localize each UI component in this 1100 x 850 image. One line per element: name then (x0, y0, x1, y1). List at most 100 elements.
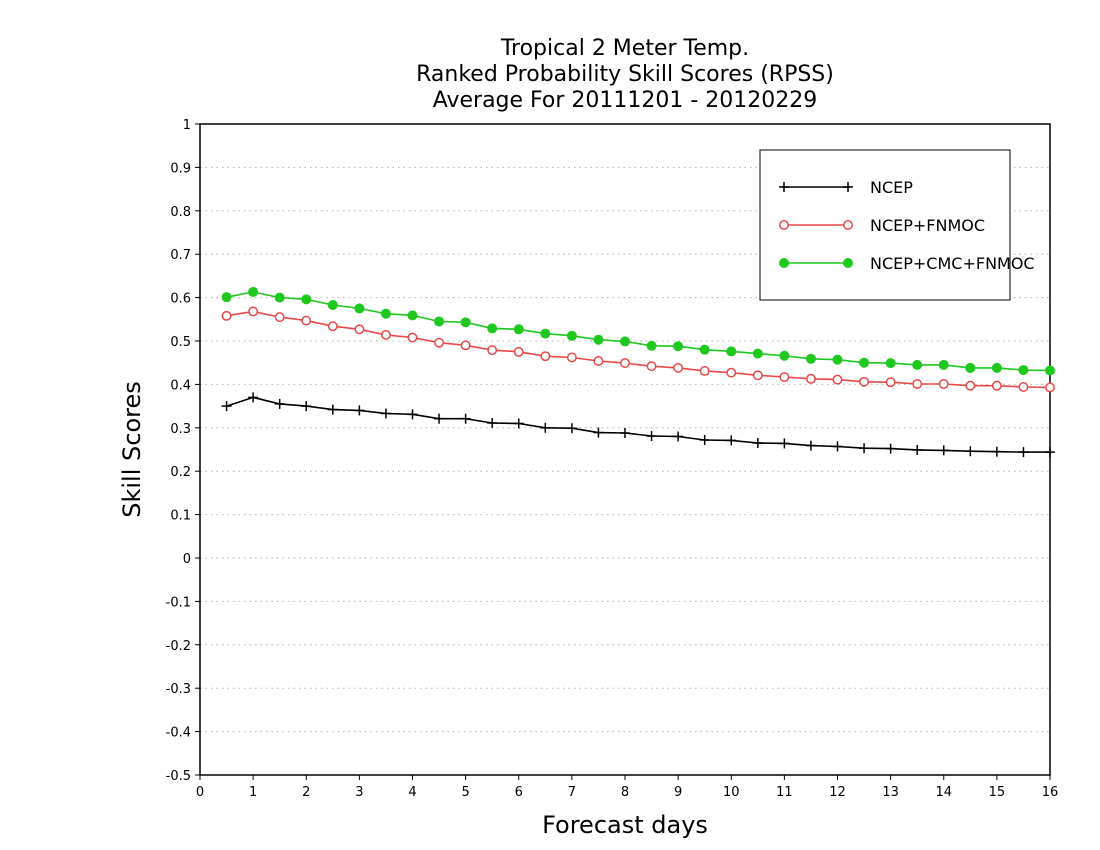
data-point (380, 308, 391, 319)
data-point (912, 444, 923, 455)
series-line (226, 310, 1051, 389)
data-point (965, 380, 976, 391)
data-point (620, 428, 630, 439)
data-point (327, 299, 338, 310)
data-point (646, 340, 657, 351)
legend-marker (843, 182, 853, 192)
data-point (354, 405, 365, 416)
data-point (938, 359, 949, 370)
x-tick-label: 7 (568, 785, 576, 800)
data-point (805, 353, 816, 364)
data-point (593, 427, 604, 438)
data-point (274, 398, 285, 409)
legend-marker (843, 258, 853, 268)
data-point (859, 357, 870, 368)
data-point (699, 365, 710, 376)
data-point (593, 334, 604, 345)
x-tick-label: 11 (776, 785, 793, 800)
legend-entry: NCEP (779, 178, 913, 197)
series-ncep-cmc-fnmoc (221, 286, 1055, 376)
y-tick-label: 0.4 (170, 378, 191, 393)
y-tick-label: 0.2 (170, 465, 191, 480)
data-point (460, 340, 471, 351)
data-point (859, 376, 870, 387)
data-point (805, 373, 816, 384)
data-point (327, 321, 338, 332)
y-tick-label: 0.9 (170, 161, 191, 176)
data-point (487, 345, 498, 356)
x-tick-label: 5 (461, 785, 469, 800)
data-point (726, 367, 737, 378)
y-tick-label: 0.6 (170, 292, 191, 307)
data-point (593, 356, 604, 366)
data-point (487, 418, 498, 429)
y-tick-label: 0.1 (170, 509, 191, 524)
y-axis-label: Skill Scores (118, 381, 146, 518)
legend-label: NCEP+CMC+FNMOC (870, 254, 1035, 273)
data-point (673, 431, 684, 442)
data-point (407, 332, 418, 343)
series-ncep-fnmoc (221, 306, 1055, 393)
data-point (380, 329, 391, 340)
y-tick-label: -0.2 (166, 639, 191, 654)
x-tick-label: 6 (515, 785, 523, 800)
data-point (407, 310, 418, 321)
legend-label: NCEP (870, 178, 913, 197)
data-point (248, 286, 259, 297)
data-point (1045, 447, 1055, 458)
axis-ticks: -0.5 -0.4 -0.3 -0.2 -0.1 0 0.1 0.2 0.3 0.4 0.5 0.6 0… (166, 118, 1059, 800)
data-point (221, 401, 232, 412)
y-tick-label: 0.8 (170, 205, 191, 220)
x-tick-label: 9 (674, 785, 682, 800)
x-tick-label: 1 (249, 785, 257, 800)
data-point (752, 437, 763, 448)
x-tick-label: 14 (935, 785, 952, 800)
data-point (566, 352, 577, 363)
legend-marker (779, 258, 789, 268)
x-tick-label: 12 (829, 785, 846, 800)
data-point (460, 413, 471, 424)
y-tick-label: 0 (183, 552, 191, 567)
data-point (540, 328, 551, 339)
y-tick-label: 0.5 (170, 335, 191, 350)
data-point (726, 435, 737, 446)
data-point (832, 354, 843, 365)
data-point (832, 441, 843, 452)
data-point (513, 418, 524, 429)
data-point (540, 422, 551, 433)
data-point (513, 324, 524, 335)
series-line (226, 291, 1051, 372)
x-tick-label: 4 (408, 785, 416, 800)
data-point (885, 377, 896, 388)
data-point (221, 310, 232, 321)
legend: NCEP NCEP+FNMOC NCEP+CMC+FNMOC (759, 149, 1035, 301)
data-point (513, 346, 524, 357)
data-point (805, 440, 816, 451)
data-point (965, 362, 976, 373)
data-point (965, 446, 976, 457)
data-point (938, 379, 949, 389)
data-point (248, 392, 259, 403)
y-tick-label: -0.1 (166, 595, 191, 610)
chart-title-line-3: Average For 20111201 - 20120229 (432, 88, 818, 113)
data-point (885, 443, 896, 454)
data-point (646, 431, 657, 442)
data-point (673, 341, 684, 352)
chart-title-line-2: Ranked Probability Skill Scores (RPSS) (416, 62, 834, 87)
y-tick-label: 0.7 (170, 248, 191, 263)
legend-entry: NCEP+CMC+FNMOC (779, 254, 1035, 273)
data-point (434, 413, 445, 424)
data-point (699, 344, 710, 355)
data-point (752, 348, 763, 359)
x-tick-label: 0 (196, 785, 204, 800)
data-point (620, 336, 630, 347)
data-series (221, 286, 1055, 458)
series-line (226, 396, 1050, 453)
series-ncep (221, 392, 1055, 458)
data-point (646, 361, 657, 372)
chart-title-line-1: Tropical 2 Meter Temp. (500, 36, 750, 61)
data-point (779, 372, 790, 382)
data-point (991, 362, 1002, 373)
x-tick-label: 3 (355, 785, 363, 800)
